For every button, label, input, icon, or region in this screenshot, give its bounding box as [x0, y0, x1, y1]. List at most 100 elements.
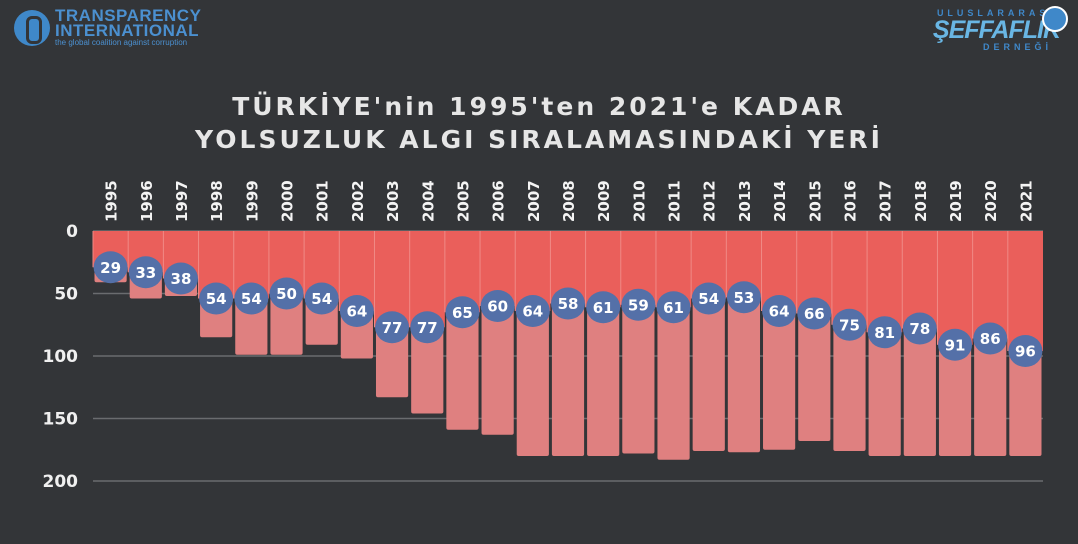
rank-label-circle — [480, 290, 515, 322]
transparency-international-logo: TRANSPARENCY INTERNATIONAL the global co… — [14, 6, 202, 47]
chart-title: TÜRKİYE'nin 1995'ten 2021'e KADAR YOLSUZ… — [0, 90, 1078, 156]
x-tick-label: 2005 — [454, 180, 472, 222]
title-line-1: TÜRKİYE'nin 1995'ten 2021'e KADAR — [232, 92, 846, 121]
x-tick-label: 2000 — [279, 180, 297, 222]
x-tick-label: 2020 — [982, 180, 1000, 222]
x-tick-label: 2003 — [384, 180, 402, 222]
rank-data-label: 60 — [487, 298, 508, 316]
rank-data-label: 59 — [628, 296, 649, 314]
y-tick-label: 200 — [43, 472, 79, 492]
rank-bar — [937, 231, 973, 345]
x-tick-label: 2008 — [560, 180, 578, 222]
globe-icon — [1042, 6, 1068, 32]
x-tick-label: 2021 — [1017, 180, 1035, 222]
rank-label-circle — [199, 282, 234, 315]
rank-data-label: 33 — [135, 264, 156, 282]
seffaflik-dernegi-logo: ULUSLARARASI ŞEFFAFLIK DERNEĞİ — [932, 6, 1068, 52]
logo-tagline: the global coalition against corruption — [55, 38, 188, 47]
y-tick-label: 100 — [43, 347, 79, 367]
rank-data-label: 64 — [346, 303, 367, 321]
rank-data-label: 53 — [733, 289, 754, 307]
x-tick-label: 2010 — [630, 180, 648, 222]
rank-label-circle — [973, 322, 1008, 355]
logo-bottom: DERNEĞİ — [982, 42, 1052, 52]
rank-data-label: 86 — [980, 330, 1001, 348]
y-tick-label: 0 — [66, 222, 78, 242]
globe-icon — [14, 9, 50, 46]
x-tick-label: 2018 — [912, 180, 930, 222]
x-tick-label: 2014 — [771, 180, 789, 222]
rank-data-label: 66 — [804, 305, 825, 323]
x-tick-label: 2013 — [736, 180, 754, 222]
rank-bar — [902, 231, 938, 329]
rank-data-label: 58 — [558, 295, 579, 313]
logo-line-2: INTERNATIONAL — [55, 21, 200, 40]
rank-label-circle — [621, 288, 656, 321]
rank-data-label: 78 — [909, 320, 930, 338]
rank-label-circle — [586, 291, 621, 324]
x-tick-label: 2009 — [595, 180, 613, 222]
rank-label-circle — [691, 282, 726, 315]
rank-data-label: 64 — [769, 303, 790, 321]
rank-data-label: 54 — [206, 290, 227, 308]
rank-label-circle — [93, 251, 128, 284]
rank-label-circle — [269, 277, 304, 310]
rank-data-label: 54 — [311, 290, 332, 308]
x-tick-label: 1996 — [138, 180, 156, 222]
rank-label-circle — [128, 256, 163, 289]
x-tick-label: 2004 — [419, 180, 437, 222]
logo-top: ULUSLARARASI — [936, 8, 1056, 18]
rank-label-circle — [304, 282, 339, 315]
rank-data-label: 54 — [698, 290, 719, 308]
rank-data-label: 75 — [839, 316, 860, 334]
rank-label-circle — [797, 297, 832, 330]
x-tick-label: 1999 — [243, 180, 261, 222]
rank-label-circle — [656, 291, 691, 324]
x-tick-label: 2016 — [841, 180, 859, 222]
x-tick-label: 2019 — [947, 180, 965, 222]
rank-bar — [972, 231, 1008, 339]
rank-data-label: 54 — [241, 290, 262, 308]
rank-label-circle — [762, 295, 797, 327]
rank-label-circle — [375, 311, 410, 344]
x-tick-label: 2012 — [701, 180, 719, 222]
x-tick-label: 2001 — [314, 180, 332, 222]
rank-label-circle — [551, 287, 585, 320]
rank-data-label: 38 — [171, 270, 192, 288]
x-tick-label: 2015 — [806, 180, 824, 222]
x-tick-label: 1995 — [103, 180, 121, 222]
x-tick-label: 2002 — [349, 180, 367, 222]
rank-bar — [867, 231, 903, 333]
rank-label-circle — [163, 262, 198, 295]
rank-label-circle — [867, 316, 902, 349]
y-tick-label: 150 — [43, 410, 79, 430]
x-tick-label: 1997 — [173, 180, 191, 222]
rank-data-label: 61 — [663, 299, 684, 317]
rank-label-circle — [515, 295, 550, 327]
rank-label-circle — [339, 295, 374, 327]
rank-label-circle — [726, 281, 761, 314]
rank-label-circle — [445, 296, 480, 329]
rank-label-circle — [410, 311, 445, 344]
rank-bar — [409, 231, 445, 328]
x-tick-label: 2006 — [490, 180, 508, 222]
rank-label-circle — [234, 282, 269, 315]
rank-data-label: 61 — [593, 299, 614, 317]
rank-data-label: 77 — [417, 319, 438, 337]
rank-data-label: 96 — [1015, 343, 1036, 361]
rank-label-circle — [902, 312, 937, 345]
rank-bar — [1007, 231, 1043, 351]
y-tick-label: 50 — [54, 285, 78, 305]
x-tick-label: 2017 — [877, 180, 895, 222]
logo-line-1: TRANSPARENCY — [55, 6, 202, 25]
rank-data-label: 65 — [452, 304, 473, 322]
title-line-2: YOLSUZLUK ALGI SIRALAMASINDAKİ YERİ — [195, 125, 883, 154]
rank-data-label: 77 — [382, 319, 403, 337]
x-tick-label: 1998 — [208, 180, 226, 222]
rank-data-label: 50 — [276, 285, 297, 303]
rank-data-label: 91 — [945, 336, 966, 354]
logo-main: ŞEFFAFLIK — [932, 16, 1061, 44]
rank-label-circle — [832, 308, 867, 341]
rank-label-circle — [938, 328, 973, 361]
